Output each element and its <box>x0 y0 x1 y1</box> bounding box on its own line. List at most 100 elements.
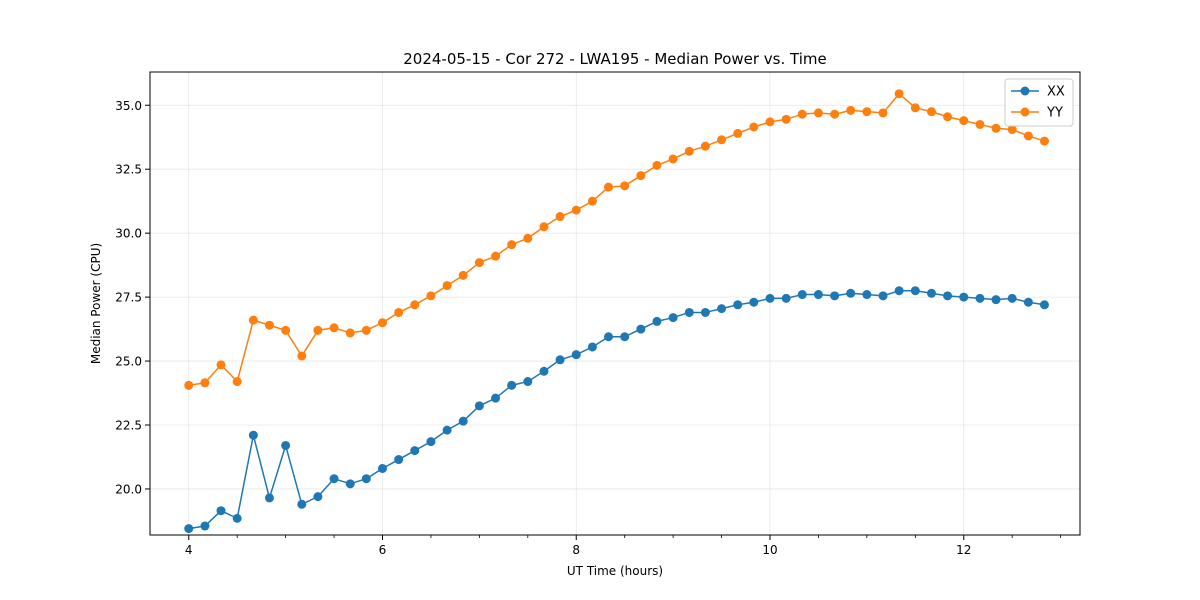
grid <box>150 72 1080 535</box>
data-point-xx <box>410 446 420 456</box>
data-point-xx <box>781 293 791 303</box>
data-point-yy <box>1007 125 1017 135</box>
data-point-xx <box>442 425 452 435</box>
data-point-yy <box>394 307 404 317</box>
data-point-yy <box>1039 136 1049 146</box>
x-tick-label: 4 <box>185 543 193 557</box>
data-point-xx <box>926 288 936 298</box>
data-point-yy <box>248 315 258 325</box>
data-point-yy <box>991 123 1001 133</box>
data-point-xx <box>555 355 565 365</box>
data-point-xx <box>329 474 339 484</box>
data-point-yy <box>943 112 953 122</box>
data-point-yy <box>717 135 727 145</box>
data-point-xx <box>959 292 969 302</box>
data-point-xx <box>749 297 759 307</box>
data-point-xx <box>700 307 710 317</box>
data-point-yy <box>959 116 969 126</box>
data-point-yy <box>378 318 387 328</box>
y-tick-label: 32.5 <box>115 163 142 177</box>
plot-frame <box>149 71 1081 536</box>
data-point-xx <box>523 377 533 387</box>
data-point-xx <box>975 293 985 303</box>
y-tick-label: 30.0 <box>115 227 142 241</box>
data-point-yy <box>636 171 646 181</box>
data-point-yy <box>910 103 920 113</box>
data-point-yy <box>668 154 678 164</box>
data-point-yy <box>813 108 823 118</box>
data-point-yy <box>587 196 597 206</box>
data-point-yy <box>830 109 840 119</box>
data-point-xx <box>813 290 823 300</box>
data-point-xx <box>991 295 1001 305</box>
data-point-xx <box>232 513 242 523</box>
data-point-xx <box>507 380 517 390</box>
legend-marker-xx <box>1020 86 1030 96</box>
data-point-yy <box>264 320 274 330</box>
data-point-xx <box>426 437 436 447</box>
data-point-yy <box>604 182 614 192</box>
data-point-xx <box>394 455 404 465</box>
data-point-yy <box>797 109 807 119</box>
data-point-yy <box>523 233 533 243</box>
data-point-yy <box>765 117 775 127</box>
data-point-yy <box>426 291 436 301</box>
data-point-xx <box>684 307 694 317</box>
data-point-yy <box>410 300 420 310</box>
data-point-yy <box>571 205 581 215</box>
x-tick-label: 12 <box>956 543 971 557</box>
data-point-xx <box>604 332 614 342</box>
data-point-yy <box>975 119 985 129</box>
data-point-yy <box>329 323 339 333</box>
series-group <box>184 89 1049 534</box>
y-tick-label: 27.5 <box>115 291 142 305</box>
data-point-xx <box>297 499 307 509</box>
data-point-xx <box>797 290 807 300</box>
y-tick-label: 20.0 <box>115 482 142 496</box>
data-point-xx <box>765 293 775 303</box>
data-point-xx <box>830 291 840 301</box>
data-point-xx <box>378 463 387 473</box>
y-tick-label: 35.0 <box>115 99 142 113</box>
data-point-xx <box>878 291 888 301</box>
data-point-xx <box>345 479 355 489</box>
data-point-xx <box>620 332 630 342</box>
axes: 4 6 8 10 12 20.0 22.5 25.0 27.5 30.0 32.5 35.0 <box>115 99 1062 557</box>
data-point-yy <box>491 251 501 261</box>
data-point-yy <box>555 212 565 222</box>
data-point-xx <box>846 288 856 298</box>
data-point-yy <box>216 360 226 370</box>
data-point-xx <box>668 313 678 323</box>
legend-marker-yy <box>1020 107 1030 117</box>
data-point-yy <box>894 89 904 99</box>
data-point-xx <box>458 416 468 426</box>
data-point-xx <box>717 304 727 314</box>
chart-title: 2024-05-15 - Cor 272 - LWA195 - Median P… <box>403 50 827 68</box>
data-point-xx <box>474 401 484 411</box>
data-point-xx <box>264 493 274 503</box>
data-point-xx <box>910 286 920 296</box>
data-point-xx <box>200 521 210 531</box>
data-point-yy <box>926 107 936 117</box>
y-tick-label: 25.0 <box>115 355 142 369</box>
data-point-xx <box>1039 300 1049 310</box>
x-tick-label: 6 <box>379 543 387 557</box>
data-point-xx <box>587 342 597 352</box>
data-point-xx <box>216 506 226 516</box>
data-point-yy <box>781 114 791 124</box>
data-point-xx <box>1023 297 1033 307</box>
data-point-xx <box>943 291 953 301</box>
data-point-yy <box>652 160 662 170</box>
data-point-xx <box>281 440 291 450</box>
data-point-yy <box>458 270 468 280</box>
data-point-yy <box>474 258 484 268</box>
data-point-xx <box>313 492 323 502</box>
data-point-xx <box>361 474 371 484</box>
data-point-xx <box>862 290 872 300</box>
data-point-xx <box>894 286 904 296</box>
data-point-yy <box>507 240 517 250</box>
data-point-xx <box>184 524 194 534</box>
data-point-yy <box>232 377 242 387</box>
data-point-xx <box>248 430 258 440</box>
